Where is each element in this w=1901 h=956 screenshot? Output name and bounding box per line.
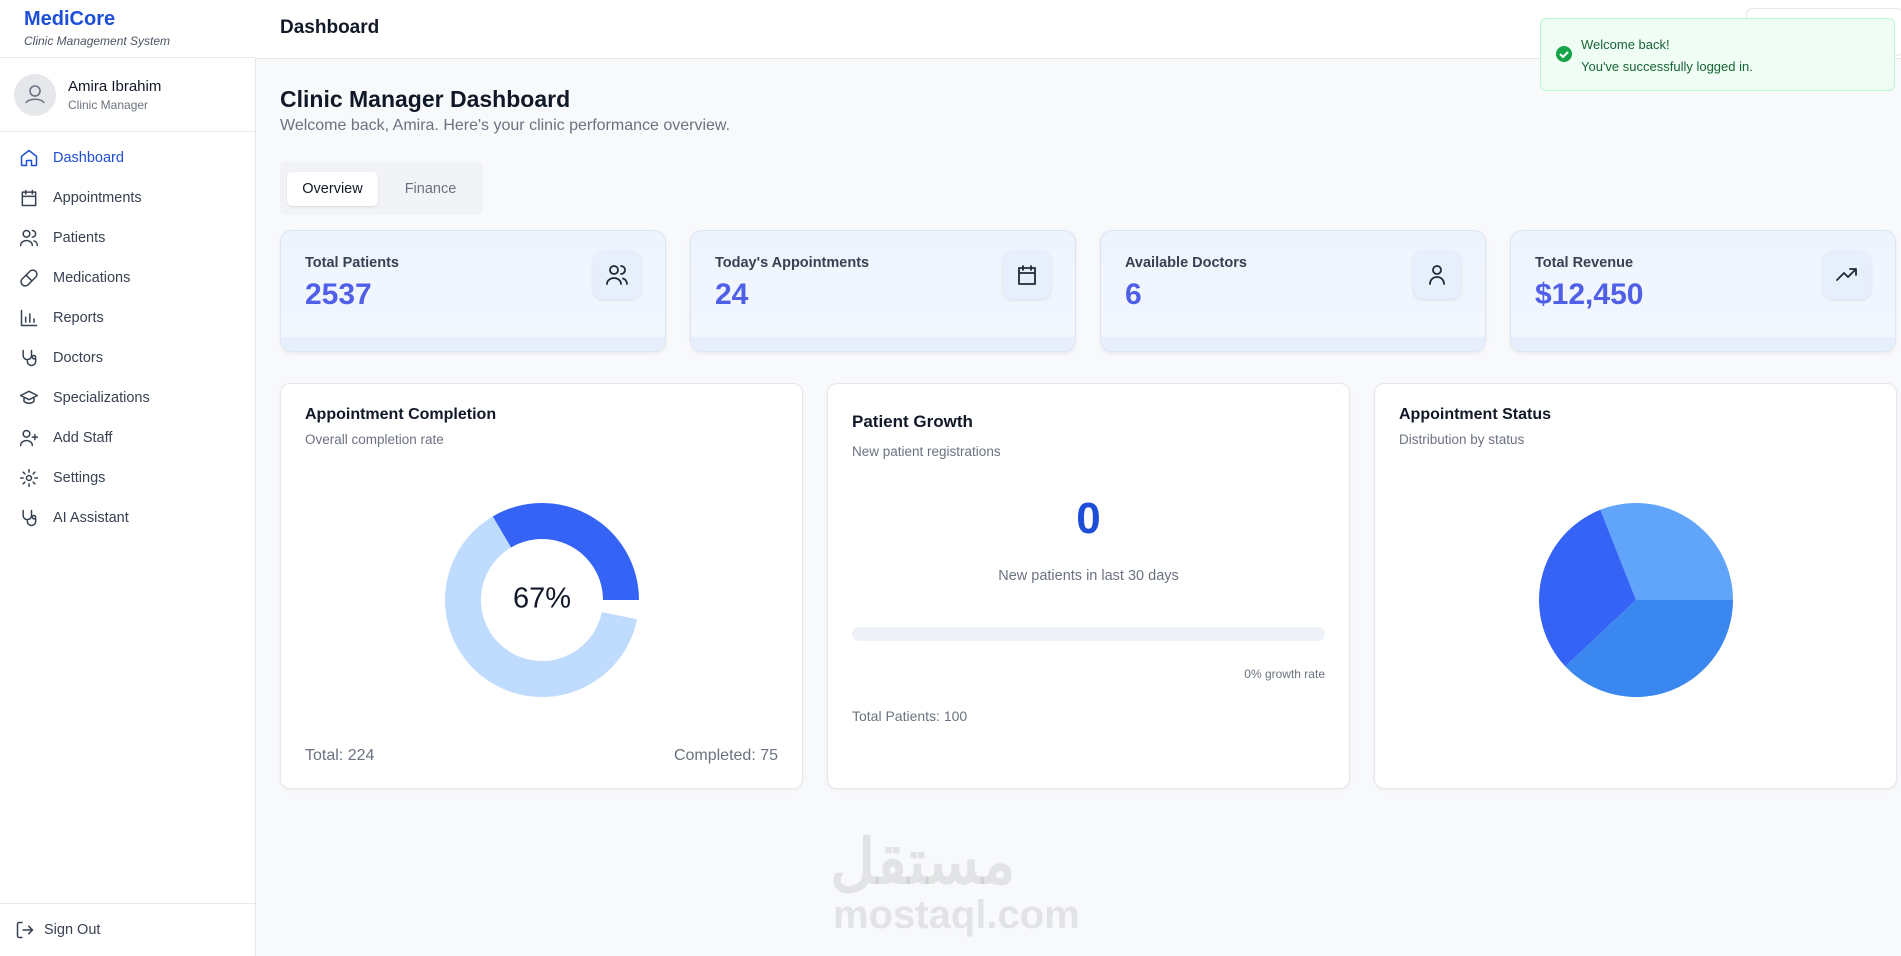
stat-value: 2537: [305, 278, 372, 311]
stat-value: $12,450: [1535, 278, 1644, 311]
nav-label: Settings: [53, 470, 106, 486]
growth-rate: 0% growth rate: [1244, 667, 1325, 681]
divider: [0, 131, 255, 132]
nav-icon: [19, 390, 39, 404]
stat-card: Available Doctors 6: [1100, 230, 1486, 352]
avatar: [14, 74, 56, 116]
stat-card: Total Revenue $12,450: [1510, 230, 1896, 352]
stat-label: Total Revenue: [1535, 255, 1634, 271]
stat-icon: [1003, 251, 1051, 299]
nav-label: Add Staff: [53, 430, 113, 446]
card-subtitle: Distribution by status: [1399, 432, 1525, 447]
sign-out-label: Sign Out: [44, 922, 101, 938]
divider: [0, 903, 255, 904]
donut-rest: [445, 516, 638, 697]
stat-base: [691, 337, 1075, 351]
nav-item[interactable]: Patients: [0, 220, 255, 256]
nav-icon: [20, 269, 38, 287]
donut-center-label: 67%: [513, 583, 571, 615]
tabs: Overview Finance: [280, 162, 483, 215]
stat-icon: [1823, 251, 1871, 299]
nav-icon: [22, 349, 37, 367]
nav-label: Medications: [53, 270, 131, 286]
nav-icon: [21, 189, 37, 207]
brand[interactable]: MediCore: [24, 8, 116, 30]
growth-bar: [852, 627, 1325, 641]
nav-icon: [19, 229, 39, 247]
nav-label: Doctors: [53, 350, 103, 366]
page-subtitle: Welcome back, Amira. Here's your clinic …: [280, 117, 731, 134]
total-label: Total: 224: [305, 747, 375, 764]
nav-label: Dashboard: [53, 150, 124, 166]
header-title: Dashboard: [280, 17, 380, 38]
stat-label: Available Doctors: [1125, 255, 1247, 271]
total-patients: Total Patients: 100: [852, 708, 968, 724]
card-title: Appointment Status: [1399, 406, 1551, 423]
stat-base: [281, 337, 665, 351]
card-title: Appointment Completion: [305, 406, 497, 423]
nav-item[interactable]: Settings: [0, 460, 255, 496]
nav-icon: [19, 429, 39, 447]
nav-item[interactable]: Reports: [0, 300, 255, 336]
stat-label: Total Patients: [305, 255, 399, 271]
nav-item[interactable]: Medications: [0, 260, 255, 296]
nav-item[interactable]: Add Staff: [0, 420, 255, 456]
stat-label: Today's Appointments: [715, 255, 870, 271]
tab[interactable]: Overview: [287, 172, 378, 206]
stat-icon: [1413, 251, 1461, 299]
nav-icon: [19, 468, 39, 488]
nav-item[interactable]: AI Assistant: [0, 500, 255, 536]
growth-caption: New patients in last 30 days: [998, 568, 1179, 584]
card-subtitle: Overall completion rate: [305, 432, 444, 447]
status-card: Appointment Status Distribution by statu…: [1374, 383, 1897, 789]
pie-slice: [1565, 600, 1733, 697]
nav-label: Appointments: [53, 190, 142, 206]
stat-card: Total Patients 2537: [280, 230, 666, 352]
nav-item[interactable]: Appointments: [0, 180, 255, 216]
nav-item[interactable]: Specializations: [0, 380, 255, 416]
nav-icon: [22, 509, 37, 527]
watermark-latin: mostaql.com: [833, 893, 1080, 937]
tagline: Clinic Management System: [24, 34, 171, 48]
nav-icon: [20, 309, 38, 327]
pie-slice: [1600, 503, 1733, 600]
nav-item[interactable]: Doctors: [0, 340, 255, 376]
pie-chart: [1539, 503, 1733, 697]
nav-label: AI Assistant: [53, 510, 129, 526]
user-role: Clinic Manager: [68, 98, 149, 112]
completion-card: Appointment Completion Overall completio…: [280, 383, 803, 789]
toast-message: You've successfully logged in.: [1581, 59, 1753, 74]
toast-title: Welcome back!: [1581, 37, 1670, 52]
donut-completed: [492, 503, 639, 600]
stat-card: Today's Appointments 24: [690, 230, 1076, 352]
sign-out[interactable]: Sign Out: [0, 912, 255, 948]
stat-icon: [593, 251, 641, 299]
stat-value: 6: [1125, 278, 1142, 311]
donut-chart: 67%: [445, 503, 639, 697]
divider: [0, 57, 255, 58]
nav-item[interactable]: Dashboard: [0, 140, 255, 176]
growth-card: Patient Growth New patient registrations…: [827, 383, 1350, 789]
completed-label: Completed: 75: [673, 747, 778, 764]
watermark-arabic: مستقل: [830, 828, 1016, 897]
growth-count: 0: [1076, 494, 1101, 543]
card-subtitle: New patient registrations: [852, 444, 1001, 459]
nav-label: Patients: [53, 230, 106, 246]
stat-value: 24: [715, 278, 749, 311]
tab[interactable]: Finance: [404, 181, 457, 197]
pie-slice: [1539, 509, 1636, 667]
sidebar: MediCore Clinic Management System Amira …: [0, 0, 256, 956]
page-title: Clinic Manager Dashboard: [280, 86, 571, 112]
stat-base: [1511, 337, 1895, 351]
stat-base: [1101, 337, 1485, 351]
nav-icon: [20, 149, 38, 167]
toast[interactable]: Welcome back! You've successfully logged…: [1540, 18, 1895, 91]
card-title: Patient Growth: [852, 412, 973, 431]
nav-label: Specializations: [53, 390, 150, 406]
nav-label: Reports: [53, 310, 104, 326]
user-name: Amira Ibrahim: [68, 78, 162, 95]
